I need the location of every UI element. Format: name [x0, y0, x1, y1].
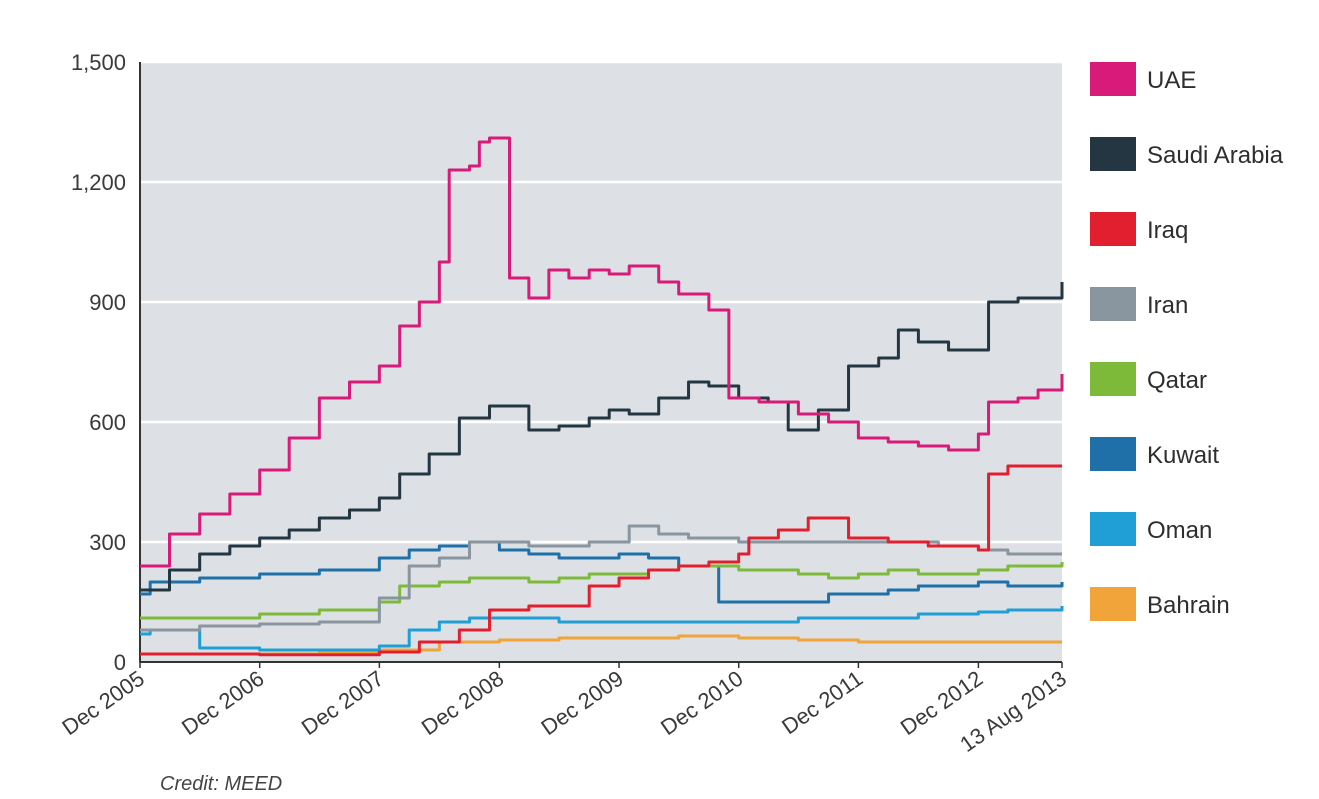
legend-label: UAE: [1147, 67, 1196, 94]
legend-label: Qatar: [1147, 367, 1207, 394]
y-tick-label: 600: [89, 410, 126, 435]
series-lines: [140, 136, 1064, 657]
series-line-uae: [140, 136, 1064, 568]
y-tick-label: 300: [89, 530, 126, 555]
x-axis-tick-labels: Dec 2005 Dec 2006 Dec 2007 Dec 2008 Dec 2009…: [57, 662, 1071, 757]
legend-swatch: [1090, 212, 1136, 246]
legend-label: Iraq: [1147, 217, 1188, 244]
x-tick-label: Dec 2010: [656, 666, 747, 741]
legend-label: Saudi Arabia: [1147, 142, 1284, 169]
legend-swatch: [1090, 287, 1136, 321]
x-tick-label: Dec 2009: [536, 666, 627, 741]
y-tick-label: 900: [89, 290, 126, 315]
series-line-kuwait: [140, 540, 1064, 604]
x-tick-label: Dec 2007: [297, 666, 388, 741]
series-line-oman: [140, 606, 1064, 652]
y-tick-label: 1,200: [71, 170, 126, 195]
series-line-iraq: [140, 464, 1062, 657]
legend: UAE Saudi Arabia Iraq Iran Qatar Kuwait Oman Ba…: [1090, 62, 1284, 621]
series-line-bahrain: [140, 634, 1062, 656]
x-tick-label: Dec 2008: [417, 666, 508, 741]
legend-swatch: [1090, 62, 1136, 96]
y-tick-label: 1,500: [71, 50, 126, 75]
legend-swatch: [1090, 362, 1136, 396]
source-credit: Credit: MEED: [160, 773, 282, 794]
plot-background: [140, 62, 1062, 662]
series-line-saudi-arabia: [140, 282, 1064, 592]
legend-swatch: [1090, 137, 1136, 171]
legend-swatch: [1090, 512, 1136, 546]
x-tick-label: Dec 2006: [177, 666, 268, 741]
x-tick-label: Dec 2011: [777, 666, 867, 740]
y-axis-tick-labels: 0 300 600 900 1,200 1,500: [71, 50, 126, 675]
legend-swatch: [1090, 587, 1136, 621]
legend-swatch: [1090, 437, 1136, 471]
legend-label: Kuwait: [1147, 442, 1219, 469]
legend-label: Bahrain: [1147, 592, 1230, 619]
y-tick-label: 0: [114, 650, 126, 675]
legend-label: Oman: [1147, 517, 1212, 544]
legend-label: Iran: [1147, 292, 1188, 319]
x-tick-label: Dec 2005: [57, 666, 148, 741]
axes: [139, 62, 1062, 663]
